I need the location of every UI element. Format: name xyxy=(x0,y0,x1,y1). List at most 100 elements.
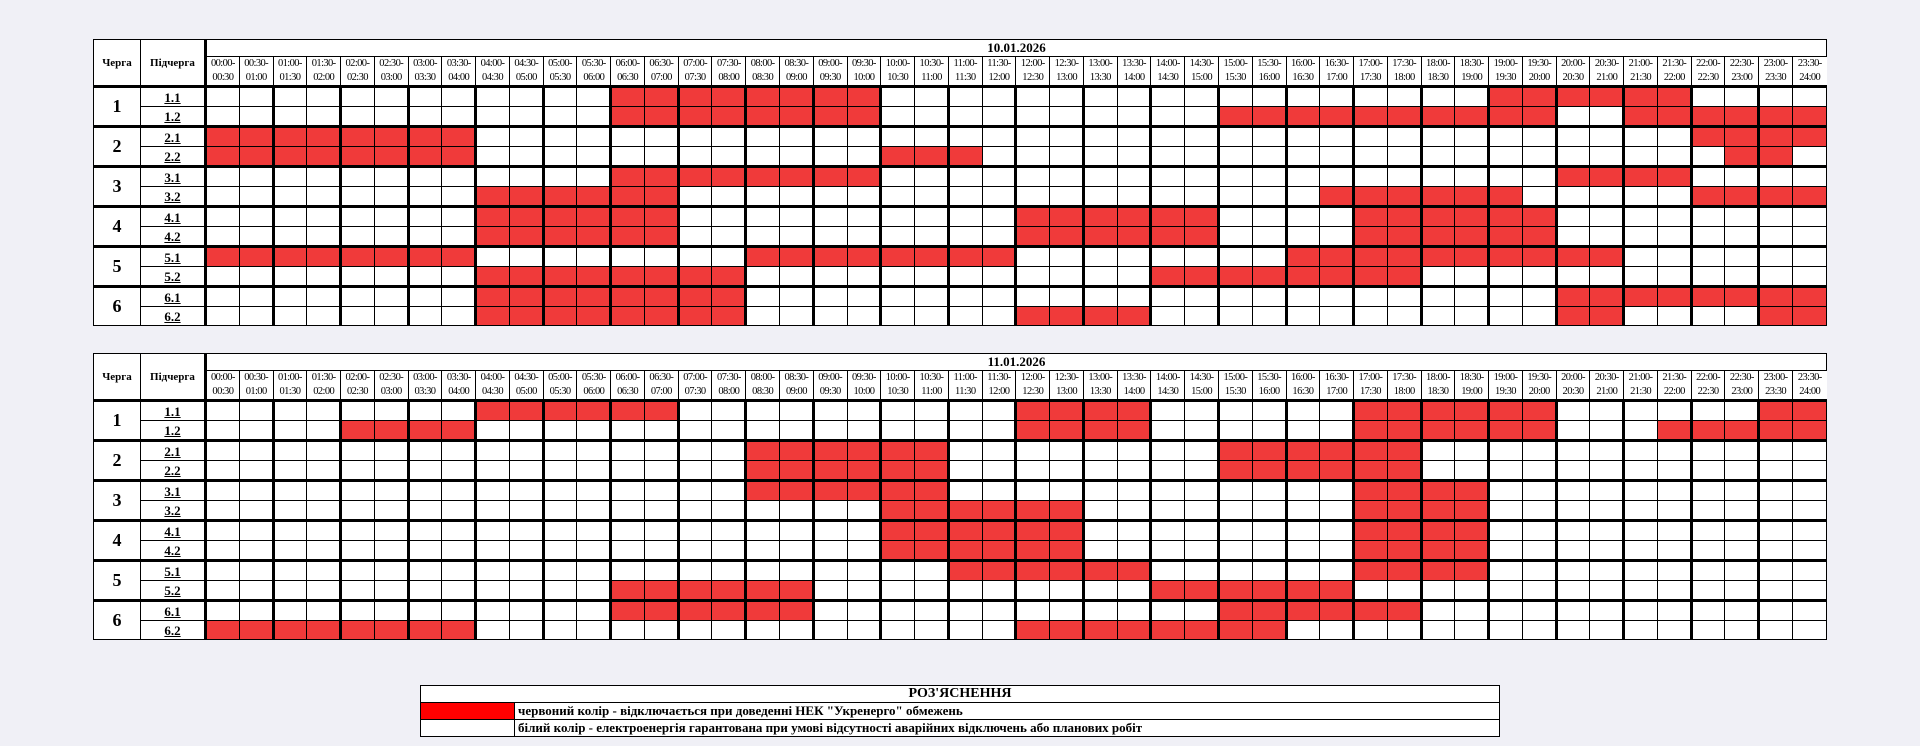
outage-cell xyxy=(238,620,274,640)
power-cell xyxy=(441,399,477,421)
power-cell xyxy=(1014,285,1051,307)
outage-cell xyxy=(1419,399,1456,421)
outage-cell xyxy=(1656,165,1692,187)
power-cell xyxy=(846,599,882,621)
power-cell xyxy=(373,106,409,127)
subqueue-label: 6.2 xyxy=(140,620,206,640)
power-cell xyxy=(1689,205,1726,227)
power-cell xyxy=(711,500,747,521)
outage-cell xyxy=(1352,460,1388,481)
power-cell xyxy=(541,620,578,640)
power-cell xyxy=(1419,460,1456,481)
power-cell xyxy=(1724,500,1760,521)
power-cell xyxy=(1184,559,1219,581)
outage-cell xyxy=(914,519,949,541)
time-slot-start: 18:00- xyxy=(1420,56,1455,71)
time-slot-start: 04:30- xyxy=(508,370,544,385)
time-slot-end: 05:00 xyxy=(508,71,544,87)
time-slot-end: 20:00 xyxy=(1521,71,1557,87)
power-cell xyxy=(1622,306,1658,326)
outage-cell xyxy=(1454,205,1490,227)
power-cell xyxy=(1724,580,1760,601)
power-cell xyxy=(1386,285,1422,307)
time-slot-start: 22:30- xyxy=(1724,56,1759,71)
outage-cell xyxy=(1724,106,1760,127)
outage-cell xyxy=(508,306,544,326)
power-cell xyxy=(643,519,679,541)
power-cell xyxy=(1216,420,1253,441)
power-cell xyxy=(406,106,443,127)
power-cell xyxy=(1724,599,1760,621)
power-cell xyxy=(1284,500,1321,521)
time-slot-end: 06:30 xyxy=(610,385,645,401)
time-slot-start: 10:30- xyxy=(914,370,949,385)
outage-cell xyxy=(879,460,916,481)
outage-cell xyxy=(1791,306,1828,326)
power-cell xyxy=(339,559,375,581)
power-cell xyxy=(711,205,747,227)
power-cell xyxy=(1521,266,1557,287)
power-cell xyxy=(1386,85,1422,107)
power-cell xyxy=(1319,519,1355,541)
time-slot-end: 05:00 xyxy=(508,385,544,401)
outage-cell xyxy=(1352,420,1388,441)
outage-cell xyxy=(846,460,882,481)
power-cell xyxy=(744,125,781,147)
outage-cell xyxy=(406,146,443,167)
power-cell xyxy=(1656,540,1692,561)
outage-cell xyxy=(1757,106,1793,127)
outage-cell xyxy=(643,285,679,307)
power-cell xyxy=(1319,479,1355,501)
power-cell xyxy=(1419,165,1456,187)
time-slot-end: 15:00 xyxy=(1184,71,1219,87)
power-cell xyxy=(1184,285,1219,307)
power-cell xyxy=(204,226,240,247)
power-cell xyxy=(946,460,983,481)
outage-cell xyxy=(1251,580,1287,601)
outage-cell xyxy=(1049,420,1084,441)
outage-cell xyxy=(474,226,510,247)
power-cell xyxy=(744,205,781,227)
power-cell xyxy=(576,439,612,461)
power-cell xyxy=(1184,460,1219,481)
power-cell xyxy=(1049,146,1084,167)
outage-cell xyxy=(1757,125,1793,147)
power-cell xyxy=(1622,266,1658,287)
outage-cell xyxy=(1049,306,1084,326)
power-cell xyxy=(609,519,645,541)
outage-cell xyxy=(1216,439,1253,461)
power-cell xyxy=(1049,285,1084,307)
power-cell xyxy=(306,599,342,621)
power-cell xyxy=(846,519,882,541)
outage-cell xyxy=(1216,266,1253,287)
time-slot-start: 07:30- xyxy=(711,370,746,385)
power-cell xyxy=(744,146,781,167)
time-slot-start: 20:30- xyxy=(1589,370,1624,385)
power-cell xyxy=(1454,165,1490,187)
table-row: 3.2 xyxy=(94,186,1828,207)
power-cell xyxy=(339,439,375,461)
outage-cell xyxy=(981,245,1017,267)
table-row: 5 5.1 xyxy=(93,245,1828,287)
power-cell xyxy=(1454,266,1490,287)
power-cell xyxy=(204,420,240,441)
power-cell xyxy=(373,460,409,481)
power-cell xyxy=(846,125,882,147)
power-cell xyxy=(1757,165,1793,187)
power-cell xyxy=(676,519,713,541)
outage-cell xyxy=(1419,540,1456,561)
power-cell xyxy=(204,559,240,581)
power-cell xyxy=(1724,399,1760,421)
outage-cell xyxy=(373,420,409,441)
subqueue-label: 2.1 xyxy=(140,439,206,461)
power-cell xyxy=(441,266,477,287)
power-cell xyxy=(1521,519,1557,541)
power-cell xyxy=(1319,420,1355,441)
power-cell xyxy=(1149,186,1186,207)
time-slot-start: 10:30- xyxy=(914,56,949,71)
queue-number: 2 xyxy=(93,125,141,167)
outage-cell xyxy=(541,186,578,207)
power-cell xyxy=(508,580,544,601)
power-cell xyxy=(1149,285,1186,307)
power-cell xyxy=(1757,620,1793,640)
